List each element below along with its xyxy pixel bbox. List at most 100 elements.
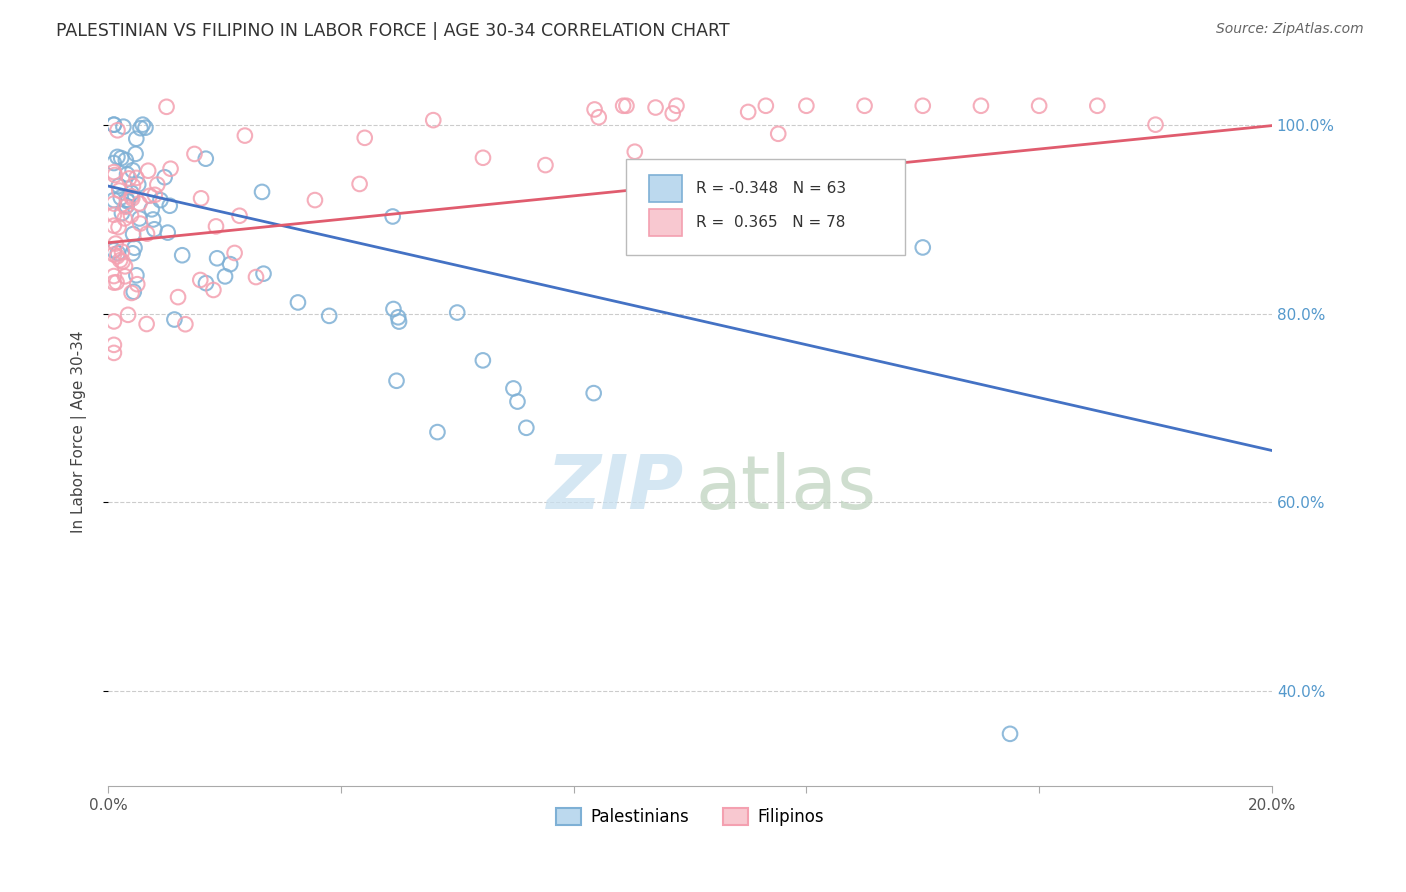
Point bbox=[103, 276, 125, 290]
FancyBboxPatch shape bbox=[650, 175, 682, 202]
Point bbox=[616, 99, 638, 113]
Point bbox=[970, 99, 993, 113]
Point bbox=[128, 196, 150, 211]
Point bbox=[103, 196, 125, 211]
Point bbox=[120, 208, 142, 222]
Point bbox=[136, 163, 159, 178]
Point bbox=[755, 99, 778, 113]
Point bbox=[103, 193, 125, 207]
Point bbox=[588, 110, 610, 124]
Point bbox=[121, 163, 143, 178]
Point bbox=[107, 123, 129, 137]
Point bbox=[124, 147, 146, 161]
Point bbox=[103, 156, 125, 170]
Text: atlas: atlas bbox=[696, 451, 877, 524]
Point bbox=[103, 338, 125, 352]
Point bbox=[163, 312, 186, 326]
Point bbox=[114, 153, 136, 168]
Point bbox=[105, 275, 128, 289]
Point bbox=[139, 188, 162, 202]
Point bbox=[121, 246, 143, 260]
Point bbox=[143, 187, 166, 202]
Point bbox=[167, 290, 190, 304]
Point bbox=[103, 346, 125, 360]
Point bbox=[911, 240, 934, 254]
Point bbox=[103, 219, 125, 233]
Point bbox=[142, 212, 165, 227]
Point bbox=[387, 310, 409, 325]
Point bbox=[135, 317, 157, 331]
Point bbox=[233, 128, 256, 143]
Point bbox=[156, 226, 179, 240]
Point bbox=[515, 421, 537, 435]
Point bbox=[250, 185, 273, 199]
Point bbox=[125, 268, 148, 283]
Point bbox=[103, 208, 125, 222]
Point bbox=[388, 315, 411, 329]
Point bbox=[103, 314, 125, 328]
Point bbox=[623, 145, 645, 159]
Point bbox=[105, 249, 128, 263]
Point bbox=[385, 374, 408, 388]
Point bbox=[190, 191, 212, 205]
Point bbox=[252, 267, 274, 281]
Point bbox=[103, 268, 125, 283]
Point bbox=[114, 200, 136, 214]
Point bbox=[205, 252, 228, 266]
Text: ZIP: ZIP bbox=[547, 451, 685, 524]
Point bbox=[422, 113, 444, 128]
Point bbox=[644, 101, 666, 115]
Point bbox=[506, 394, 529, 409]
Point bbox=[1085, 99, 1108, 113]
Point bbox=[103, 118, 125, 132]
Point bbox=[114, 260, 136, 274]
Point bbox=[737, 104, 759, 119]
Point bbox=[114, 211, 136, 226]
Point bbox=[224, 246, 246, 260]
Point bbox=[155, 100, 177, 114]
Point bbox=[245, 270, 267, 285]
Point bbox=[661, 106, 683, 120]
Text: PALESTINIAN VS FILIPINO IN LABOR FORCE | AGE 30-34 CORRELATION CHART: PALESTINIAN VS FILIPINO IN LABOR FORCE |… bbox=[56, 22, 730, 40]
Point bbox=[143, 222, 166, 236]
Point bbox=[131, 118, 153, 132]
Point bbox=[583, 103, 606, 117]
Text: R = -0.348   N = 63: R = -0.348 N = 63 bbox=[696, 181, 846, 196]
Point bbox=[214, 269, 236, 284]
Point bbox=[534, 158, 557, 172]
Point bbox=[194, 276, 217, 290]
Point bbox=[665, 99, 688, 113]
Point bbox=[118, 171, 141, 186]
Point bbox=[159, 199, 181, 213]
Point bbox=[115, 199, 138, 213]
Point bbox=[194, 152, 217, 166]
Point bbox=[582, 386, 605, 401]
Point bbox=[159, 161, 181, 176]
Point bbox=[998, 727, 1021, 741]
Point bbox=[117, 308, 139, 322]
Point bbox=[129, 217, 152, 231]
Point bbox=[107, 178, 129, 193]
Point bbox=[205, 219, 228, 234]
Point bbox=[107, 150, 129, 164]
Point bbox=[287, 295, 309, 310]
Point bbox=[108, 253, 131, 268]
Point bbox=[153, 170, 176, 185]
Point bbox=[115, 193, 138, 207]
Y-axis label: In Labor Force | Age 30-34: In Labor Force | Age 30-34 bbox=[72, 330, 87, 533]
Point bbox=[172, 248, 194, 262]
Point bbox=[381, 210, 404, 224]
Point bbox=[228, 209, 250, 223]
Point bbox=[128, 211, 150, 226]
Point bbox=[107, 246, 129, 260]
Point bbox=[349, 177, 371, 191]
Point bbox=[219, 257, 242, 271]
Point bbox=[853, 99, 876, 113]
Point bbox=[111, 254, 134, 268]
Point bbox=[121, 285, 143, 300]
Point bbox=[1028, 99, 1050, 113]
Point bbox=[318, 309, 340, 323]
Point bbox=[304, 193, 326, 207]
Point bbox=[136, 227, 159, 241]
Point bbox=[471, 353, 494, 368]
